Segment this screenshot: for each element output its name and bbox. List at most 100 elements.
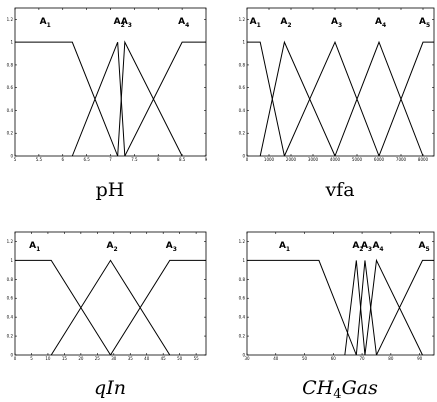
y-tick-label: 0 [242,353,245,358]
x-tick-label: 30 [244,356,250,361]
x-tick-label: 10 [45,356,51,361]
x-tick-label: 90 [417,356,423,361]
x-tick-label: 6000 [374,157,385,162]
y-tick-label: 0 [10,154,13,159]
membership-series-A4 [364,258,423,356]
x-tick-label: 15 [62,356,68,361]
x-tick-label: 60 [331,356,337,361]
x-tick-label: 5 [14,157,17,162]
x-tick-label: 40 [144,356,150,361]
x-tick-label: 5 [30,356,33,361]
x-tick-label: 8 [157,157,160,162]
chart-panel-2: 0 0.2 0.4 0.6 0.8 1 1.2 0 1000 2000 3000 4000 5000 60… [239,7,435,201]
plot-frame [246,231,435,356]
membership-series-A3 [110,259,206,356]
y-tick-label: 1 [10,258,13,263]
membership-series-A3 [117,40,183,157]
x-tick-label: 8000 [418,157,429,162]
x-tick-label: 35 [128,356,134,361]
series-label: A2 [352,241,363,253]
chart-panel-1: 0 0.2 0.4 0.6 0.8 1 1.2 5 5.5 6 6.5 7 7.5 8 8.5 9 A1 A2A3… [7,7,208,201]
x-tick-label: 20 [78,356,84,361]
membership-series-A1 [15,259,111,356]
series-label: A2 [114,17,125,29]
x-tick-label: 0 [246,157,249,162]
x-tick-label: 8.5 [179,157,186,162]
y-tick-label: 0.2 [239,131,246,136]
x-tick-label: 3000 [308,157,319,162]
series-label: A2 [280,17,291,29]
x-tick-label: 50 [177,356,183,361]
x-tick-label: 5.5 [36,157,43,162]
membership-series-A4 [334,40,424,157]
series-label: A3 [331,17,342,29]
series-label: A1 [279,241,290,253]
series-label: A1 [250,17,261,29]
panel-caption: CH4Gas [302,377,378,402]
x-tick-label: 0 [14,356,17,361]
series-label: A3 [166,241,177,253]
x-tick-label: 50 [302,356,308,361]
x-tick-label: 45 [161,356,167,361]
y-tick-label: 1 [242,40,245,45]
y-tick-label: 0.8 [7,62,14,67]
chart-panel-3: 0 0.2 0.4 0.6 0.8 1 1.2 0 5 10 15 20 25 30 35 40 45 50 55 A… [7,231,207,399]
panel-caption: qIn [94,377,126,399]
x-tick-label: 6 [61,157,64,162]
series-label: A3 [361,241,372,253]
x-tick-label: 25 [95,356,101,361]
series-label: A5 [419,17,430,29]
panel-caption: vfa [324,179,354,201]
series-label: A1 [29,241,40,253]
membership-series-A3 [355,260,377,356]
membership-series-A2 [259,40,336,157]
y-tick-label: 0.6 [7,296,14,301]
y-tick-label: 0.4 [239,108,246,113]
y-tick-label: 1.2 [239,239,246,244]
y-tick-label: 1.2 [239,17,246,22]
x-tick-label: 30 [111,356,117,361]
y-tick-label: 0.2 [7,334,14,339]
membership-series-A1 [247,259,357,356]
y-tick-label: 1.2 [7,17,14,22]
series-label: A5 [418,241,429,253]
y-tick-label: 1 [242,258,245,263]
y-tick-label: 0 [242,154,245,159]
x-tick-label: 7000 [396,157,407,162]
x-tick-label: 6.5 [83,157,90,162]
x-tick-label: 5000 [352,157,363,162]
membership-series-A1 [247,41,285,157]
y-tick-label: 0.8 [7,277,14,282]
series-label: A2 [107,241,118,253]
series-label: A4 [375,17,386,29]
x-tick-label: 55 [194,356,200,361]
y-tick-label: 1.2 [7,239,14,244]
plot-frame [246,7,435,157]
y-tick-label: 0.8 [239,62,246,67]
y-tick-label: 0 [10,353,13,358]
membership-series-A5 [378,41,434,157]
series-label: A4 [372,241,383,253]
plot-frame [14,7,207,157]
membership-series-A2 [71,41,126,157]
y-tick-label: 0.6 [7,85,14,90]
x-tick-label: 2000 [286,157,297,162]
series-label: A4 [178,17,189,29]
series-label: A3 [121,17,132,29]
y-tick-label: 0.4 [239,315,246,320]
y-tick-label: 0.4 [7,315,14,320]
y-tick-label: 1 [10,40,13,45]
membership-series-A5 [376,259,434,356]
y-tick-label: 0.4 [7,108,14,113]
membership-series-A1 [15,41,119,157]
membership-series-A2 [344,260,366,356]
membership-series-A2 [50,259,171,356]
membership-series-A4 [124,41,206,157]
panel-caption: pH [96,179,125,201]
x-tick-label: 70 [360,356,366,361]
membership-series-A3 [283,40,380,157]
y-tick-label: 0.2 [7,131,14,136]
y-tick-label: 0.6 [239,296,246,301]
